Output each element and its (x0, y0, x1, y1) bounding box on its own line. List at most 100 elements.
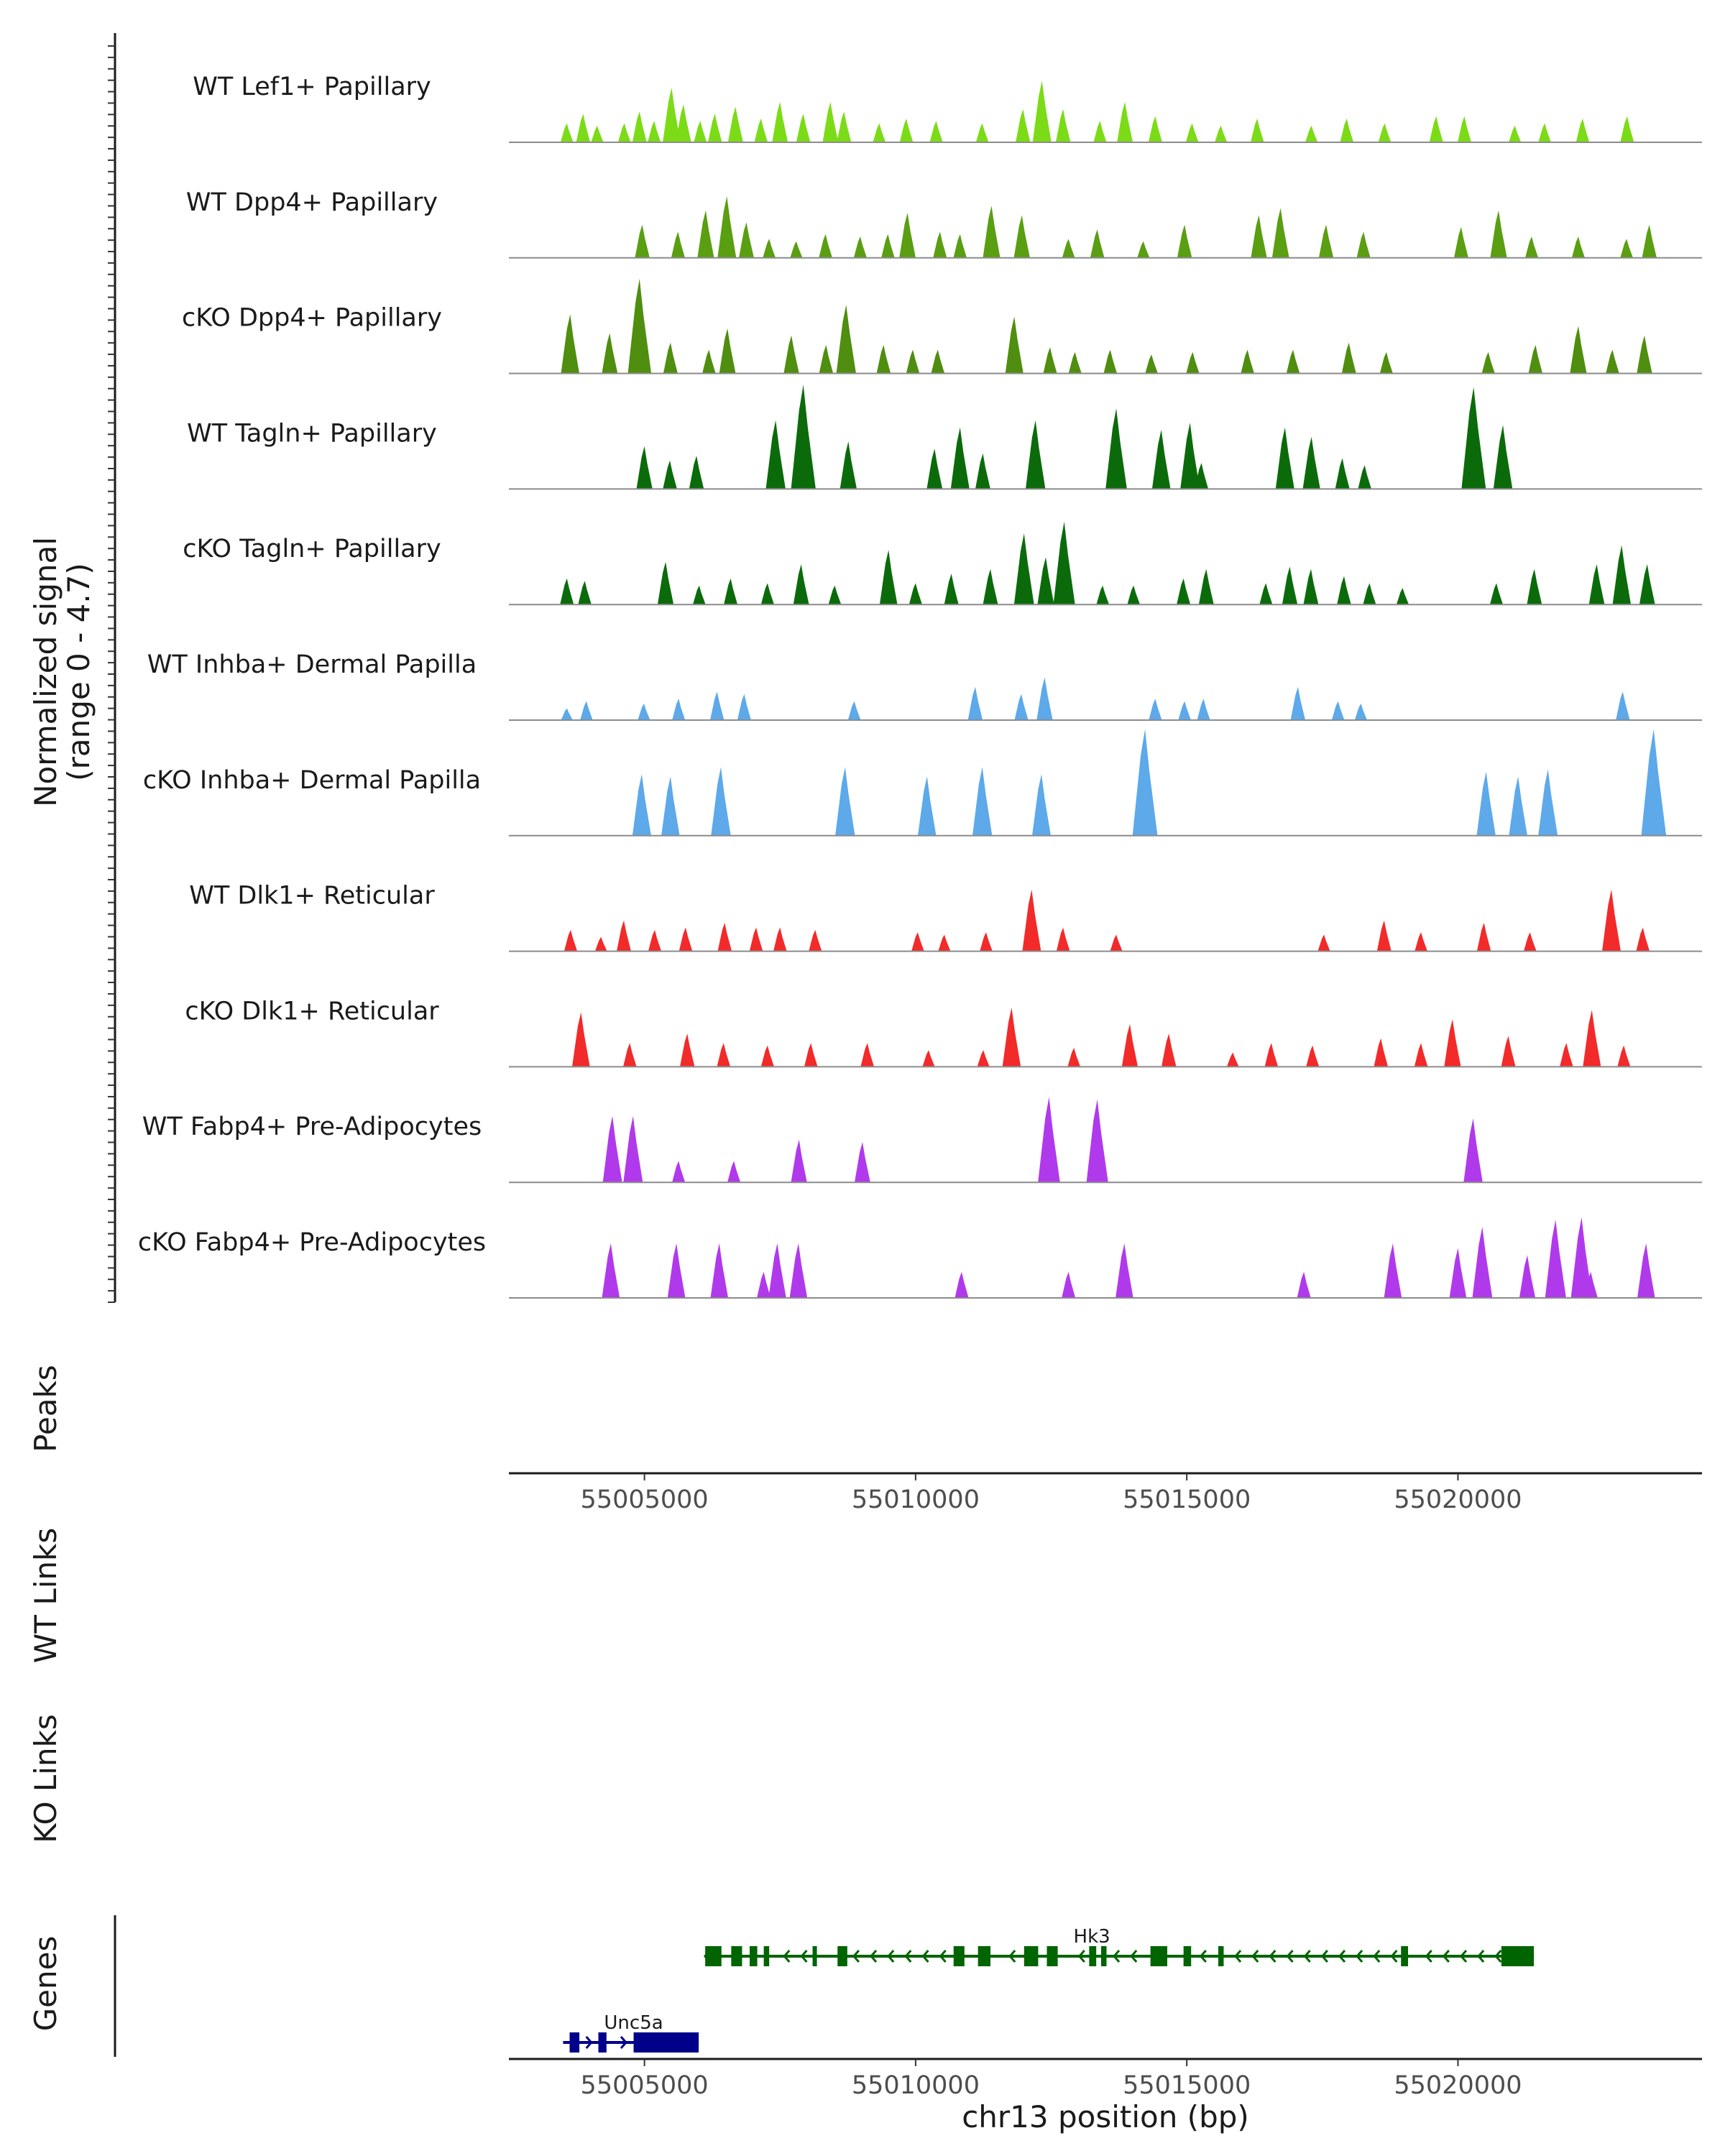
coverage-peak (1103, 349, 1118, 374)
gene-exon (598, 2032, 607, 2053)
strand-arrow (1251, 1950, 1259, 1963)
strand-arrow (870, 1950, 878, 1963)
coverage-peak (1384, 1243, 1402, 1298)
coverage-peak (855, 1142, 870, 1183)
coverage-peak (591, 125, 604, 142)
track-11: cKO Fabp4+ Pre-Adipocytes (138, 1217, 1702, 1299)
coverage-peak (617, 123, 631, 142)
coverage-peak (623, 1115, 643, 1183)
coverage-peak (1110, 934, 1123, 952)
coverage-peak (1036, 677, 1053, 720)
coverage-peak (1026, 420, 1046, 489)
coverage-peak (980, 932, 993, 952)
coverage-peak (1062, 1271, 1076, 1298)
coverage-peak (602, 333, 618, 374)
coverage-peak (929, 121, 943, 142)
coverage-peak (648, 929, 662, 952)
coverage-peak (1067, 1048, 1081, 1067)
strand-arrow (1442, 1950, 1450, 1963)
coverage-peak (1341, 342, 1356, 374)
x-tick-label: 55020000 (1394, 2071, 1522, 2100)
coverage-peak (977, 1050, 990, 1067)
x-axis-bottom: 55005000 55010000 55015000 55020000 (509, 2058, 1702, 2100)
gene-exon (569, 2032, 580, 2053)
x-tick-label: 55005000 (581, 1485, 709, 1514)
coverage-peak (822, 101, 839, 142)
x-tick-label: 55015000 (1123, 2071, 1251, 2100)
coverage-peak (694, 121, 707, 142)
coverage-peak (724, 578, 738, 605)
coverage-peak (632, 774, 651, 836)
coverage-peak (671, 231, 685, 258)
y-axis-title-line1: Normalized signal (28, 537, 63, 807)
strand-arrow (800, 1950, 808, 1963)
coverage-peak (1093, 121, 1107, 142)
track-label: cKO Fabp4+ Pre-Adipocytes (138, 1228, 486, 1257)
track-label: WT Tagln+ Papillary (187, 419, 437, 448)
coverage-peak (1297, 1271, 1311, 1298)
coverage-peak (1616, 691, 1630, 720)
gene-exon (1401, 1946, 1409, 1966)
coverage-peak (680, 1033, 695, 1067)
coverage-peak (1286, 349, 1300, 374)
coverage-peak (1509, 125, 1522, 142)
strand-arrow (1113, 1950, 1121, 1963)
coverage-peak (1251, 119, 1264, 142)
coverage-peak (773, 927, 787, 952)
track-7: cKO Inhba+ Dermal Papilla (143, 729, 1702, 837)
coverage-peak (1086, 1099, 1108, 1183)
coverage-peak (967, 686, 983, 720)
peaks-label: Peaks (28, 1365, 63, 1452)
coverage-peak (1185, 123, 1199, 142)
coverage-peak (1429, 116, 1443, 142)
coverage-peak (693, 585, 706, 605)
coverage-peak (918, 776, 937, 836)
strand-arrow (1459, 1950, 1468, 1963)
coverage-peak (1037, 557, 1054, 605)
coverage-peak (1538, 123, 1551, 142)
gene-exon (1024, 1946, 1039, 1966)
coverage-peak (727, 1161, 741, 1183)
y-axis-title: Normalized signal (range 0 - 4.7) (28, 537, 96, 807)
coverage-peak (757, 1271, 771, 1298)
strand-arrow (783, 1950, 791, 1963)
coverage-peak (1570, 326, 1587, 374)
coverage-peak (754, 119, 768, 142)
coverage-peak (933, 231, 947, 258)
coverage-peak (1068, 351, 1082, 374)
coverage-peak (1290, 686, 1306, 720)
coverage-peak (828, 585, 842, 605)
coverage-peak (1363, 583, 1376, 605)
coverage-peak (790, 241, 803, 258)
coverage-peak (1259, 583, 1273, 605)
coverage-peak (1481, 351, 1495, 374)
track-6: WT Inhba+ Dermal Papilla (147, 650, 1702, 721)
coverage-peak (1490, 210, 1507, 258)
track-label: cKO Dpp4+ Papillary (182, 304, 442, 333)
coverage-peak (689, 456, 704, 489)
coverage-peak (623, 1043, 637, 1067)
gene-label: Hk3 (1074, 1926, 1110, 1948)
coverage-peak (1461, 387, 1486, 489)
coverage-peak (1121, 1024, 1138, 1067)
coverage-peak (1560, 1043, 1573, 1067)
coverage-peak (793, 564, 809, 605)
coverage-peak (1055, 109, 1071, 142)
coverage-peak (572, 1012, 590, 1067)
coverage-peak (648, 121, 661, 142)
coverage-peak (737, 694, 751, 720)
strand-arrow (620, 2036, 627, 2049)
coverage-peak (1376, 920, 1392, 952)
wt-links-label: WT Links (28, 1528, 63, 1663)
coverage-peak (1414, 932, 1427, 952)
coverage-peak (1570, 1217, 1593, 1298)
coverage-peak (1186, 351, 1200, 374)
coverage-peak (873, 123, 886, 142)
coverage-peak (1178, 701, 1191, 720)
coverage-peak (1449, 1248, 1467, 1298)
coverage-peak (578, 581, 592, 605)
coverage-peak (1337, 576, 1351, 605)
coverage-peak (1022, 889, 1041, 952)
coverage-peak (1043, 347, 1057, 374)
